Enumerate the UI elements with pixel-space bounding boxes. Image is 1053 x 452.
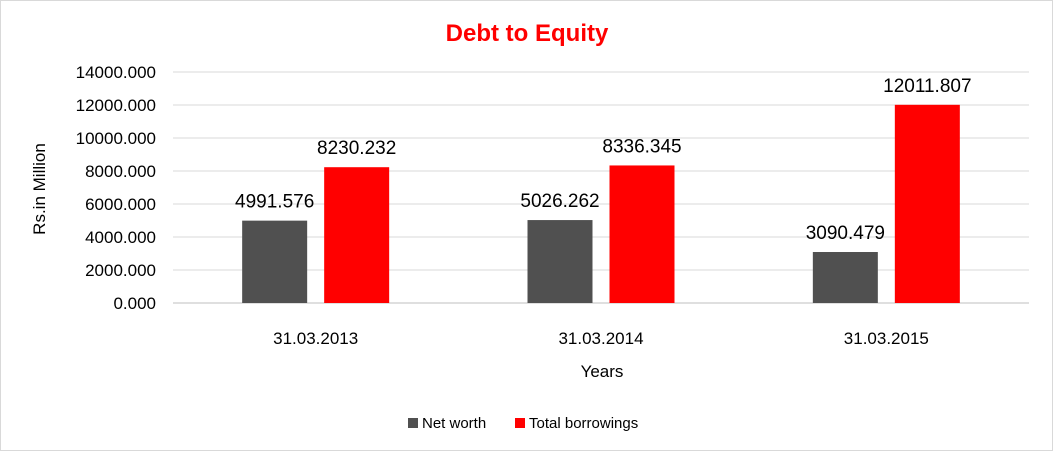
y-axis-ticks: 0.000 2000.000 4000.000 6000.000 8000.000 100…	[76, 63, 156, 313]
bar	[242, 220, 308, 303]
bar	[609, 165, 675, 303]
y-tick-label: 4000.000	[85, 228, 156, 247]
x-tick-label: 31.03.2014	[558, 329, 643, 348]
y-tick-label: 8000.000	[85, 162, 156, 181]
x-tick-label: 31.03.2013	[273, 329, 358, 348]
legend-swatch	[408, 418, 418, 428]
data-label: 3090.479	[806, 223, 885, 244]
legend-label: Total borrowings	[529, 415, 638, 432]
legend-label: Net worth	[422, 415, 486, 432]
gridlines	[173, 71, 1029, 304]
x-axis-ticks: 31.03.2013 31.03.2014 31.03.2015	[273, 329, 929, 348]
y-tick-label: 0.000	[113, 294, 156, 313]
chart-title: Debt to Equity	[446, 20, 609, 47]
legend: Net worth Total borrowings	[408, 415, 638, 432]
data-label: 4991.576	[235, 192, 314, 213]
bar	[324, 167, 390, 303]
y-tick-label: 12000.000	[76, 96, 156, 115]
bars	[242, 104, 960, 304]
x-tick-label: 31.03.2015	[844, 329, 929, 348]
data-labels: 4991.576 8230.232 5026.262 8336.345 3090.479…	[235, 76, 971, 244]
data-label: 8336.345	[602, 136, 681, 157]
y-tick-label: 2000.000	[85, 261, 156, 280]
bar	[894, 104, 960, 304]
bar	[812, 252, 878, 303]
legend-swatch	[515, 418, 525, 428]
bar	[527, 220, 593, 303]
y-tick-label: 10000.000	[76, 129, 156, 148]
y-axis-label: Rs.in Million	[30, 143, 49, 235]
y-tick-label: 6000.000	[85, 195, 156, 214]
x-axis-label: Years	[581, 362, 624, 381]
data-label: 8230.232	[317, 138, 396, 159]
data-label: 12011.807	[883, 76, 971, 97]
y-tick-label: 14000.000	[76, 63, 156, 82]
data-label: 5026.262	[520, 191, 599, 212]
